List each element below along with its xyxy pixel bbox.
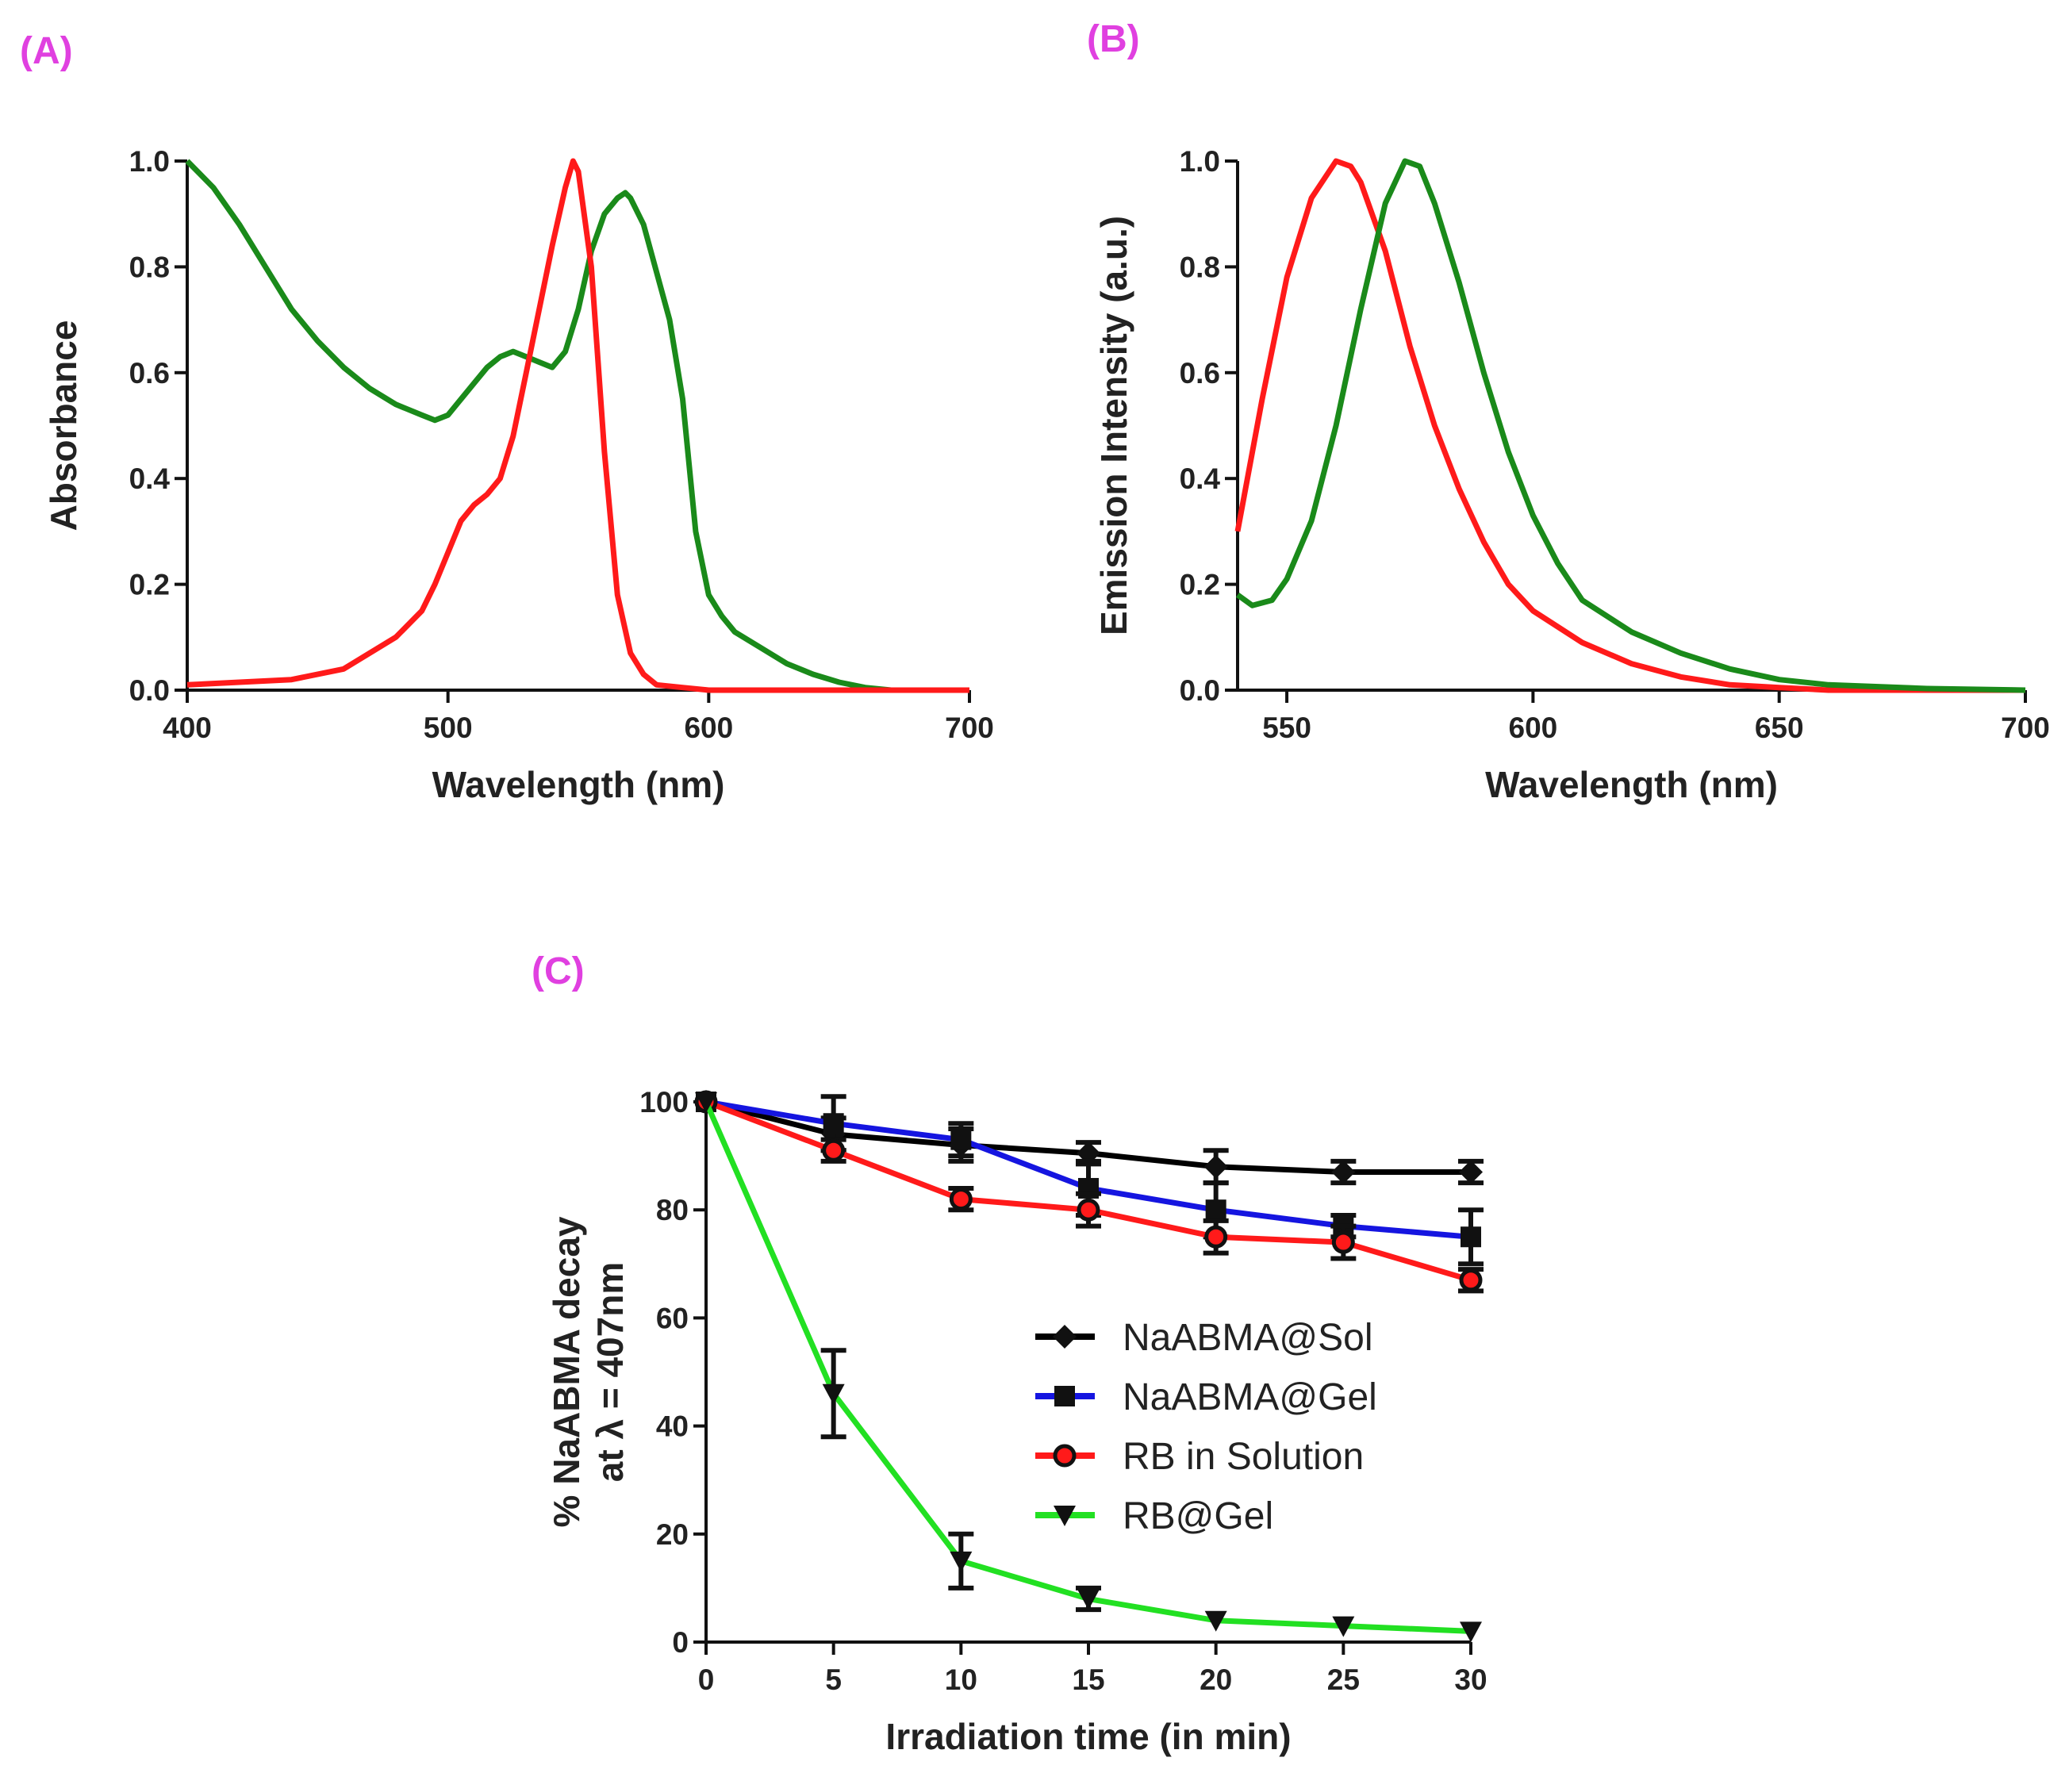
y-tick-label: 40 xyxy=(656,1410,689,1443)
x-tick-label: 550 xyxy=(1262,712,1311,744)
data-point xyxy=(823,1113,844,1134)
y-tick-label: 0.8 xyxy=(129,251,170,283)
data-point xyxy=(950,1129,972,1150)
data-point xyxy=(1461,1226,1481,1248)
data-point xyxy=(1203,1154,1228,1179)
x-tick-label: 600 xyxy=(1509,712,1558,744)
series-line-0 xyxy=(1234,158,2025,693)
data-point xyxy=(1205,1199,1226,1221)
x-tick-label: 25 xyxy=(1327,1663,1360,1696)
data-point xyxy=(1331,1160,1356,1184)
data-point xyxy=(1204,1610,1227,1632)
y-tick-label: 0.0 xyxy=(1180,674,1220,707)
x-tick-label: 20 xyxy=(1200,1663,1232,1696)
x-axis-title: Wavelength (nm) xyxy=(432,764,725,805)
panel-b: (B) 550 600 650 700 0.0 0.2 0.4 0.6 0.8 1.0 Wavelen… xyxy=(1087,18,2050,805)
data-point xyxy=(822,1383,845,1405)
x-tick-label: 600 xyxy=(684,712,733,744)
data-point xyxy=(1204,1225,1228,1249)
legend-marker xyxy=(1053,1325,1077,1349)
y-tick-label: 0.4 xyxy=(129,462,171,495)
x-tick-label: 400 xyxy=(163,712,212,744)
data-point xyxy=(949,1188,973,1211)
y-tick-label: 0 xyxy=(672,1626,689,1659)
x-tick-label: 10 xyxy=(945,1663,977,1696)
y-axis-title-line1: % NaABMA decay xyxy=(546,1216,587,1527)
y-tick-label: 1.0 xyxy=(129,145,170,178)
series-line-1 xyxy=(186,158,969,693)
x-tick-label: 15 xyxy=(1072,1663,1104,1696)
data-point xyxy=(1459,1160,1483,1184)
data-point xyxy=(822,1138,846,1162)
y-tick-label: 0.2 xyxy=(129,569,170,601)
y-tick-label: 80 xyxy=(656,1194,689,1226)
panel-label: (A) xyxy=(20,30,73,72)
data-point xyxy=(695,1092,717,1113)
x-tick-label: 0 xyxy=(698,1663,715,1696)
y-tick-label: 0.2 xyxy=(1180,569,1220,601)
series-line-0 xyxy=(185,159,969,693)
y-axis-title-line2: at λ = 407nm xyxy=(589,1262,631,1482)
data-point xyxy=(1459,1268,1483,1292)
y-tick-label: 0.6 xyxy=(1180,357,1220,389)
data-point xyxy=(1331,1230,1355,1254)
y-tick-label: 20 xyxy=(656,1518,689,1551)
y-tick-label: 0.0 xyxy=(129,674,170,707)
series-line-1 xyxy=(1235,158,2026,693)
legend-label: RB in Solution xyxy=(1123,1436,1364,1478)
panel-label: (C) xyxy=(532,950,585,992)
x-tick-label: 650 xyxy=(1755,712,1804,744)
x-tick-label: 30 xyxy=(1454,1663,1487,1696)
y-tick-label: 1.0 xyxy=(1180,145,1220,178)
panel-c: (C) 0 5 10 15 20 25 30 0 20 40 60 80 100 Irradiation t… xyxy=(532,950,1487,1757)
panel-label: (B) xyxy=(1087,18,1140,60)
y-tick-label: 0.6 xyxy=(129,357,170,389)
x-tick-label: 700 xyxy=(2001,712,2050,744)
data-point xyxy=(950,1551,973,1572)
data-point xyxy=(1460,1621,1482,1643)
data-point xyxy=(1077,1589,1100,1610)
x-tick-label: 5 xyxy=(825,1663,842,1696)
y-axis-title: Absorbance xyxy=(43,320,84,531)
legend-marker xyxy=(1054,1506,1076,1526)
x-tick-label: 500 xyxy=(424,712,473,744)
legend-label: NaABMA@Sol xyxy=(1123,1317,1373,1359)
legend-label: RB@Gel xyxy=(1123,1495,1273,1537)
x-axis-title: Irradiation time (in min) xyxy=(885,1716,1291,1757)
y-tick-label: 0.4 xyxy=(1180,462,1221,495)
x-axis-title: Wavelength (nm) xyxy=(1485,764,1778,805)
y-tick-label: 100 xyxy=(639,1086,689,1119)
legend-label: NaABMA@Gel xyxy=(1123,1376,1377,1418)
y-tick-label: 60 xyxy=(656,1302,689,1334)
y-tick-label: 0.8 xyxy=(1180,251,1220,283)
legend-marker xyxy=(1053,1444,1077,1468)
y-axis-title: Emission Intensity (a.u.) xyxy=(1093,216,1134,635)
panel-a: (A) 400 500 600 700 0.0 0.2 0.4 0.6 0.8 1.0 Wavelen… xyxy=(20,30,994,805)
data-point xyxy=(1332,1616,1355,1637)
x-tick-label: 700 xyxy=(945,712,994,744)
legend-marker xyxy=(1054,1386,1075,1406)
data-point xyxy=(1077,1198,1100,1222)
